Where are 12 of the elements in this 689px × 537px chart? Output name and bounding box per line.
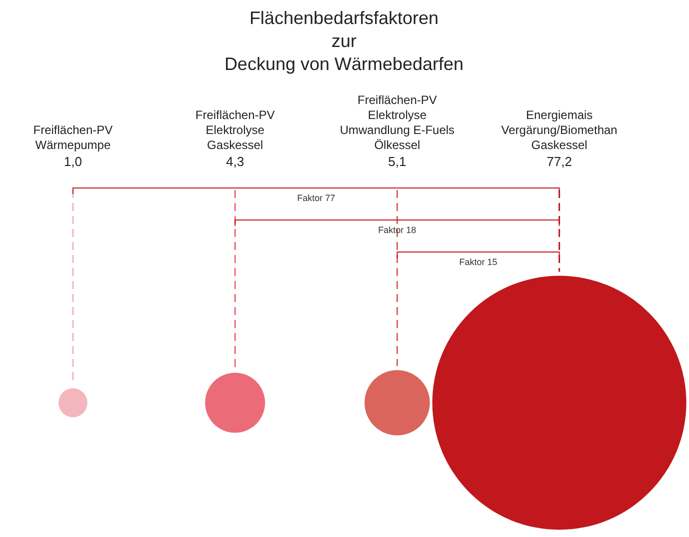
category-label: Energiemais Vergärung/Biomethan Gaskessel <box>501 108 618 152</box>
data-label: 1,0 <box>64 154 82 169</box>
data-label: 5,1 <box>388 154 406 169</box>
text: Flächenbedarfsfaktoren zur Deckung von Wärmebedarfen <box>224 8 464 74</box>
category-label: Freiflächen-PV Wärmepumpe <box>33 123 113 152</box>
data-label: 4,3 <box>226 154 244 169</box>
text: Faktor 77 <box>297 193 336 203</box>
data-label: 77,2 <box>546 154 572 169</box>
text: Faktor 18 <box>378 225 416 235</box>
category-label: Freiflächen-PV Elektrolyse Gaskessel <box>195 108 275 152</box>
text: Faktor 15 <box>459 257 498 267</box>
category-label: Freiflächen-PV Elektrolyse Umwandlung E-Fuels Ölkessel <box>340 93 455 152</box>
